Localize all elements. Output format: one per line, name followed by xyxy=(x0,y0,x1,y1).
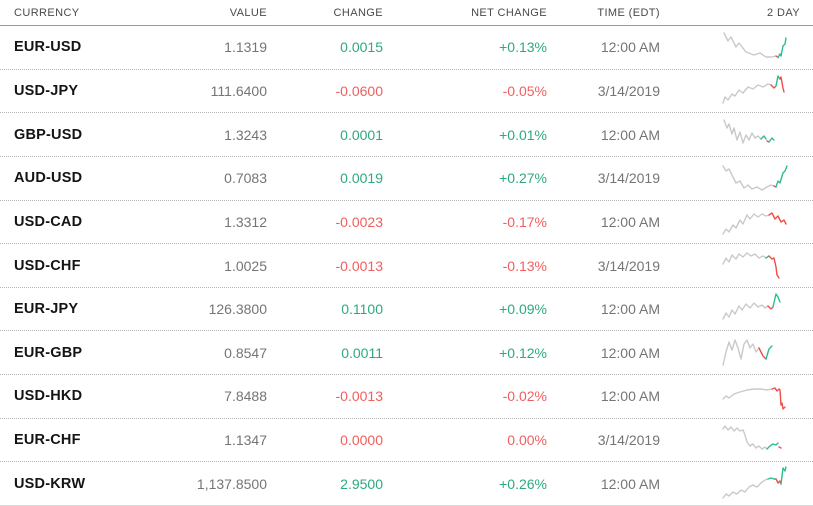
time-cell: 3/14/2019 xyxy=(597,82,660,99)
two-day-sparkline-chart xyxy=(722,212,787,235)
change-cell: 0.0000 xyxy=(340,432,383,449)
currency-ticker[interactable]: USD-CHF xyxy=(14,257,81,274)
change-cell: -0.0600 xyxy=(335,82,383,99)
two-day-sparkline-chart xyxy=(723,118,775,144)
table-row[interactable]: EUR-GBP 0.8547 0.0011 +0.12% 12:00 AM xyxy=(0,330,813,374)
time-cell: 12:00 AM xyxy=(600,388,660,405)
table-row[interactable]: USD-HKD 7.8488 -0.0013 -0.02% 12:00 AM xyxy=(0,374,813,418)
two-day-sparkline-cell xyxy=(660,159,800,197)
table-row[interactable]: GBP-USD 1.3243 0.0001 +0.01% 12:00 AM xyxy=(0,112,813,156)
value-cell: 1,137.8500 xyxy=(196,475,267,492)
net-change-cell: +0.09% xyxy=(499,301,547,318)
two-day-sparkline-cell xyxy=(660,377,800,415)
change-cell: 2.9500 xyxy=(340,475,383,492)
value-cell: 1.3312 xyxy=(224,213,267,230)
change-cell: -0.0013 xyxy=(335,257,383,274)
currency-ticker[interactable]: EUR-JPY xyxy=(14,301,79,318)
change-cell: -0.0013 xyxy=(335,388,383,405)
two-day-sparkline-cell xyxy=(660,465,800,503)
two-day-sparkline-chart xyxy=(722,293,781,320)
net-change-cell: +0.12% xyxy=(499,344,547,361)
two-day-sparkline-cell xyxy=(660,247,800,285)
two-day-sparkline-chart xyxy=(722,75,785,104)
table-row[interactable]: AUD-USD 0.7083 0.0019 +0.27% 3/14/2019 xyxy=(0,155,813,200)
time-cell: 3/14/2019 xyxy=(597,432,660,449)
two-day-sparkline-chart xyxy=(722,251,780,279)
column-header-change: CHANGE xyxy=(333,6,383,19)
value-cell: 0.7083 xyxy=(224,170,267,187)
value-cell: 1.1347 xyxy=(224,432,267,449)
time-cell: 3/14/2019 xyxy=(597,257,660,274)
table-row[interactable]: USD-JPY 111.6400 -0.0600 -0.05% 3/14/201… xyxy=(0,68,813,113)
value-cell: 1.3243 xyxy=(224,126,267,143)
time-cell: 12:00 AM xyxy=(600,213,660,230)
currency-ticker[interactable]: GBP-USD xyxy=(14,126,83,143)
net-change-cell: -0.05% xyxy=(502,82,547,99)
column-header-currency: CURRENCY xyxy=(14,6,80,19)
net-change-cell: -0.02% xyxy=(502,388,547,405)
two-day-sparkline-chart xyxy=(722,425,782,450)
table-row[interactable]: USD-CHF 1.0025 -0.0013 -0.13% 3/14/2019 xyxy=(0,243,813,287)
currency-ticker[interactable]: USD-HKD xyxy=(14,388,83,405)
two-day-sparkline-cell xyxy=(660,28,800,66)
column-header-time: TIME (EDT) xyxy=(597,6,660,19)
net-change-cell: +0.01% xyxy=(499,126,547,143)
table-row[interactable]: EUR-JPY 126.3800 0.1100 +0.09% 12:00 AM xyxy=(0,286,813,331)
two-day-sparkline-cell xyxy=(660,421,800,459)
net-change-cell: -0.17% xyxy=(502,213,547,230)
value-cell: 111.6400 xyxy=(210,82,267,99)
value-cell: 126.3800 xyxy=(208,301,267,318)
change-cell: 0.0011 xyxy=(341,344,383,361)
table-row[interactable]: USD-CAD 1.3312 -0.0023 -0.17% 12:00 AM xyxy=(0,199,813,244)
two-day-sparkline-cell xyxy=(660,334,800,372)
column-header-2day: 2 DAY xyxy=(767,6,800,19)
column-header-net-change: NET CHANGE xyxy=(471,6,547,19)
net-change-cell: +0.27% xyxy=(499,170,547,187)
table-row[interactable]: EUR-USD 1.1319 0.0015 +0.13% 12:00 AM xyxy=(0,26,813,69)
time-cell: 3/14/2019 xyxy=(597,170,660,187)
currency-ticker[interactable]: EUR-USD xyxy=(14,39,82,56)
two-day-sparkline-chart xyxy=(722,387,786,411)
two-day-sparkline-cell xyxy=(660,116,800,154)
two-day-sparkline-cell xyxy=(660,203,800,241)
time-cell: 12:00 AM xyxy=(600,344,660,361)
two-day-sparkline-chart xyxy=(722,466,787,499)
currency-ticker[interactable]: EUR-CHF xyxy=(14,432,81,449)
table-row[interactable]: USD-KRW 1,137.8500 2.9500 +0.26% 12:00 A… xyxy=(0,461,813,505)
two-day-sparkline-cell xyxy=(660,290,800,328)
value-cell: 7.8488 xyxy=(224,388,267,405)
net-change-cell: +0.13% xyxy=(499,39,547,56)
currency-ticker[interactable]: USD-CAD xyxy=(14,213,83,230)
time-cell: 12:00 AM xyxy=(600,126,660,143)
net-change-cell: +0.26% xyxy=(499,475,547,492)
net-change-cell: 0.00% xyxy=(507,432,547,449)
currency-ticker[interactable]: USD-KRW xyxy=(14,475,86,492)
column-header-value: VALUE xyxy=(229,6,267,19)
time-cell: 12:00 AM xyxy=(600,475,660,492)
two-day-sparkline-chart xyxy=(722,339,773,366)
currency-ticker[interactable]: USD-JPY xyxy=(14,82,79,99)
currency-ticker[interactable]: EUR-GBP xyxy=(14,344,83,361)
two-day-sparkline-cell xyxy=(660,72,800,110)
change-cell: 0.0019 xyxy=(340,170,383,187)
net-change-cell: -0.13% xyxy=(502,257,547,274)
time-cell: 12:00 AM xyxy=(600,39,660,56)
two-day-sparkline-chart xyxy=(723,32,787,59)
value-cell: 1.1319 xyxy=(224,39,267,56)
value-cell: 1.0025 xyxy=(224,257,267,274)
change-cell: -0.0023 xyxy=(335,213,383,230)
two-day-sparkline-chart xyxy=(722,165,788,191)
table-row[interactable]: EUR-CHF 1.1347 0.0000 0.00% 3/14/2019 xyxy=(0,417,813,462)
change-cell: 0.0015 xyxy=(340,39,383,56)
table-header-row: CURRENCY VALUE CHANGE NET CHANGE TIME (E… xyxy=(0,0,813,26)
change-cell: 0.0001 xyxy=(340,126,383,143)
currency-ticker[interactable]: AUD-USD xyxy=(14,170,83,187)
value-cell: 0.8547 xyxy=(224,344,267,361)
change-cell: 0.1100 xyxy=(341,301,383,318)
time-cell: 12:00 AM xyxy=(600,301,660,318)
